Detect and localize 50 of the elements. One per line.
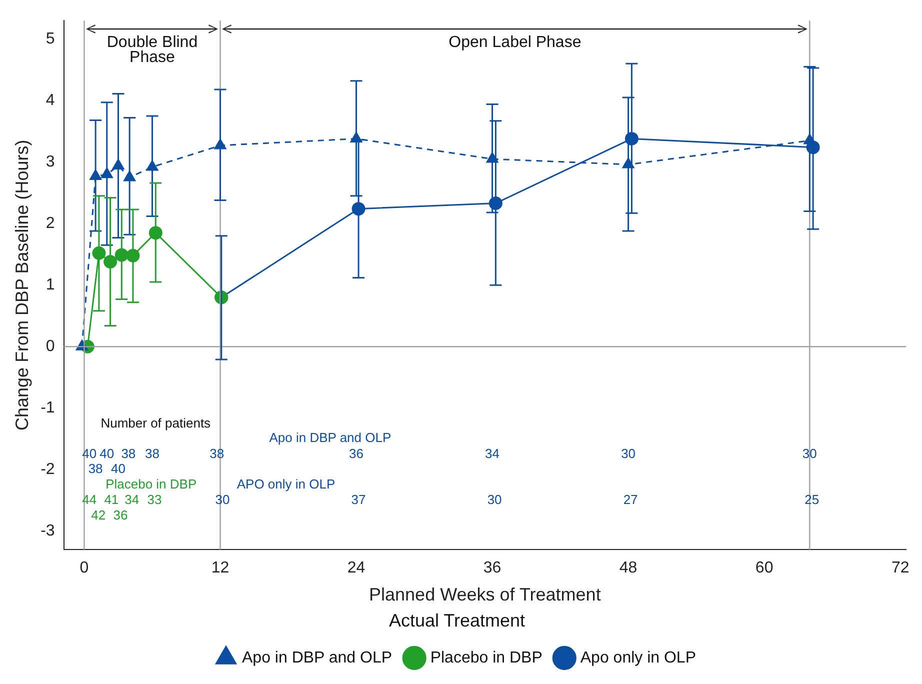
annotation: 40 [82, 446, 97, 461]
y-tick-label: 2 [46, 214, 55, 232]
annotation: Apo in DBP and OLP [269, 430, 392, 445]
legend-label: Placebo in DBP [430, 649, 542, 666]
annotation: 36 [349, 446, 364, 461]
y-tick-label: -1 [40, 400, 55, 417]
annotation: 41 [104, 492, 119, 507]
annotation: 25 [804, 492, 820, 507]
annotation: 44 [82, 492, 97, 507]
legend-title: Actual Treatment [388, 610, 526, 630]
annotation: 42 [91, 507, 106, 522]
y-tick-label: 4 [46, 92, 55, 109]
annotation: 33 [147, 492, 162, 507]
annotation: 38 [210, 446, 224, 461]
annotation: 38 [121, 446, 136, 461]
y-tick-label: 0 [46, 338, 55, 356]
annotation: Double Blind Phase [106, 34, 198, 66]
annotation: APO only in OLP [236, 476, 336, 492]
annotation: Number of patients [100, 416, 212, 431]
annotation: 30 [215, 492, 230, 507]
annotation: 30 [802, 446, 817, 461]
x-tick-label: 0 [80, 560, 89, 577]
annotation: 37 [351, 492, 366, 507]
x-tick-label: 24 [347, 560, 366, 577]
annotation: 40 [100, 446, 114, 461]
x-tick-label: 60 [755, 560, 774, 577]
annotation: 34 [485, 446, 500, 461]
x-tick-label: 48 [619, 560, 638, 577]
annotation: Open Label Phase [448, 34, 582, 52]
annotation: 30 [621, 446, 636, 461]
x-tick-label: 72 [891, 560, 910, 577]
y-tick-label: -2 [40, 461, 55, 478]
annotation: 30 [487, 492, 502, 507]
x-tick-label: 36 [483, 560, 502, 577]
annotation: 27 [623, 492, 638, 507]
annotation: 38 [145, 446, 160, 461]
annotation: 40 [111, 461, 126, 476]
x-axis-title: Planned Weeks of Treatment [369, 584, 601, 605]
annotation: Placebo in DBP [106, 476, 197, 492]
annotation: 38 [88, 461, 103, 476]
y-tick-label: 1 [46, 276, 55, 294]
legend-label: Apo only in OLP [580, 649, 696, 666]
y-tick-label: 3 [46, 153, 55, 170]
y-axis-title: Change From DBP Baseline (Hours) [12, 140, 32, 430]
annotation: 36 [113, 507, 128, 522]
x-tick-label: 12 [211, 560, 230, 577]
y-tick-label: -3 [40, 522, 55, 540]
legend-label: Apo in DBP and OLP [242, 649, 392, 666]
y-tick-label: 5 [46, 30, 55, 48]
annotation: 34 [124, 492, 140, 507]
